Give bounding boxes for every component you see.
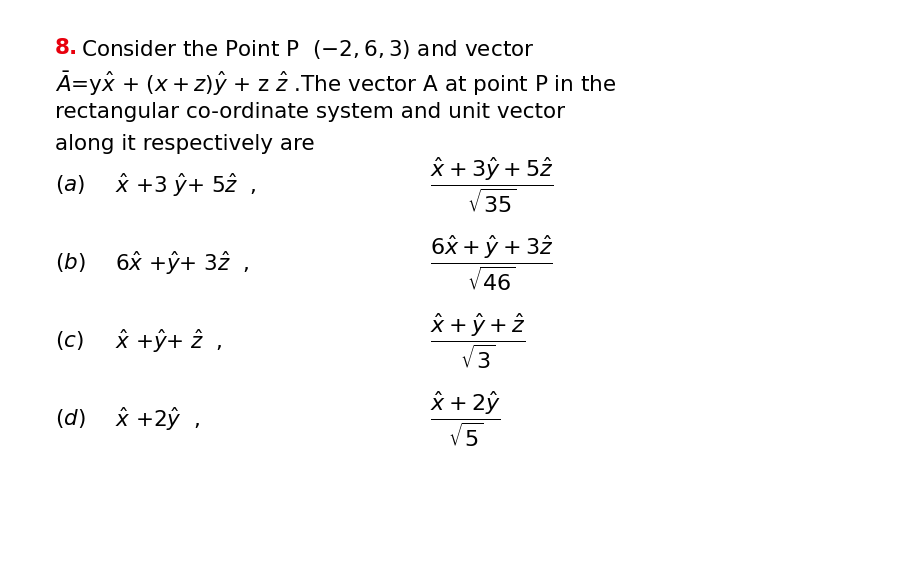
Text: $\dfrac{\hat{x}+2\hat{y}}{\sqrt{5}}$: $\dfrac{\hat{x}+2\hat{y}}{\sqrt{5}}$ bbox=[430, 390, 501, 449]
Text: $(a)$: $(a)$ bbox=[55, 173, 85, 196]
Text: $\dfrac{\hat{x}+3\hat{y}+5\hat{z}}{\sqrt{35}}$: $\dfrac{\hat{x}+3\hat{y}+5\hat{z}}{\sqrt… bbox=[430, 155, 554, 214]
Text: 6$\hat{x}$ +$\hat{y}$+ 3$\hat{z}$  ,: 6$\hat{x}$ +$\hat{y}$+ 3$\hat{z}$ , bbox=[115, 249, 249, 277]
Text: $\hat{x}$ +3 $\hat{y}$+ 5$\hat{z}$  ,: $\hat{x}$ +3 $\hat{y}$+ 5$\hat{z}$ , bbox=[115, 171, 257, 199]
Text: $\bar{A}$=y$\hat{x}$ + $(x + z)$$\hat{y}$ + z $\hat{z}$ .The vector A at point P: $\bar{A}$=y$\hat{x}$ + $(x + z)$$\hat{y}… bbox=[55, 70, 616, 98]
Text: $\hat{x}$ +2$\hat{y}$  ,: $\hat{x}$ +2$\hat{y}$ , bbox=[115, 405, 200, 433]
Text: $\dfrac{6\hat{x}+\hat{y}+3\hat{z}}{\sqrt{46}}$: $\dfrac{6\hat{x}+\hat{y}+3\hat{z}}{\sqrt… bbox=[430, 234, 553, 293]
Text: Consider the Point P  $(-2, 6, 3)$ and vector: Consider the Point P $(-2, 6, 3)$ and ve… bbox=[81, 38, 535, 61]
Text: $\hat{x}$ +$\hat{y}$+ $\hat{z}$  ,: $\hat{x}$ +$\hat{y}$+ $\hat{z}$ , bbox=[115, 327, 222, 355]
Text: $(c)$: $(c)$ bbox=[55, 329, 83, 353]
Text: rectangular co-ordinate system and unit vector: rectangular co-ordinate system and unit … bbox=[55, 102, 565, 122]
Text: along it respectively are: along it respectively are bbox=[55, 134, 315, 154]
Text: 8.: 8. bbox=[55, 38, 78, 58]
Text: $\dfrac{\hat{x}+\hat{y}+\hat{z}}{\sqrt{3}}$: $\dfrac{\hat{x}+\hat{y}+\hat{z}}{\sqrt{3… bbox=[430, 311, 526, 371]
Text: $(d)$: $(d)$ bbox=[55, 408, 85, 430]
Text: $(b)$: $(b)$ bbox=[55, 252, 85, 274]
